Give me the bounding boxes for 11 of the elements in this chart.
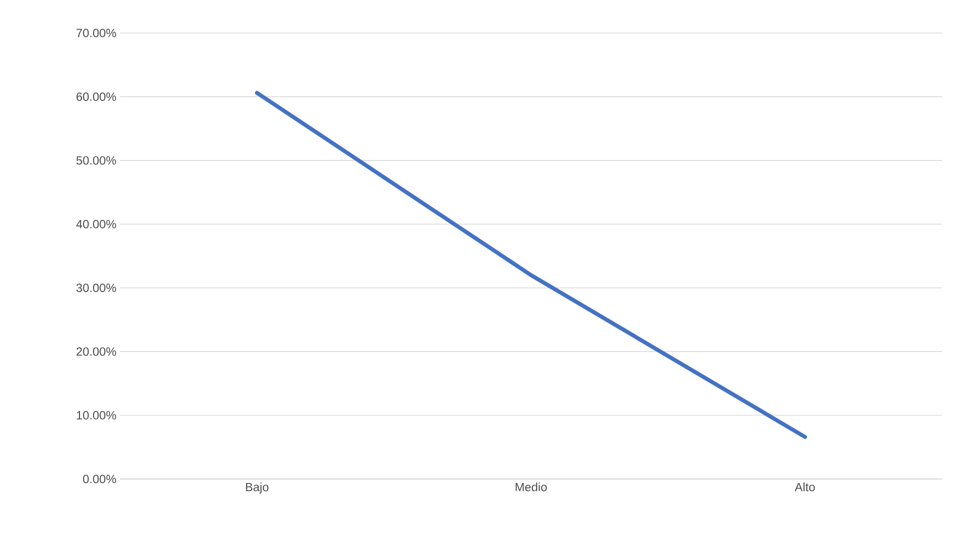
- y-tick-label: 10.00%: [76, 411, 116, 420]
- x-tick-label: Medio: [516, 482, 547, 492]
- y-tick-label: 0.00%: [83, 474, 116, 484]
- y-tick-label: 40.00%: [76, 220, 116, 228]
- y-tick-label: 20.00%: [76, 347, 116, 356]
- y-tick-label: 30.00%: [76, 284, 116, 292]
- y-tick-label: 60.00%: [76, 92, 116, 101]
- y-tick-label: 70.00%: [76, 28, 116, 38]
- x-tick-label: Alto: [794, 482, 815, 492]
- x-tick-label: Bajo: [246, 482, 268, 494]
- y-tick-label: 50.00%: [76, 156, 116, 165]
